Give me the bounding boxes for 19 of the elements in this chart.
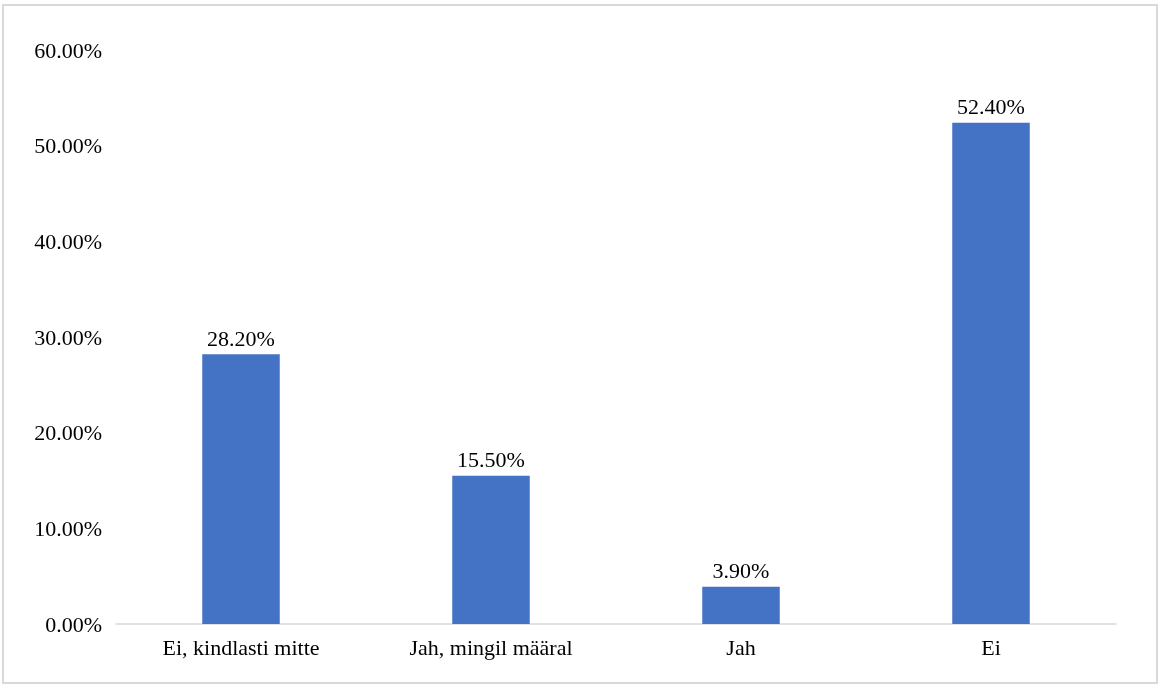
y-tick-label: 30.00% (34, 324, 102, 350)
data-label: 15.50% (457, 447, 525, 473)
bar (952, 122, 1030, 624)
data-label: 3.90% (712, 558, 770, 584)
x-tick-label: Ei, kindlasti mitte (162, 634, 320, 660)
y-tick-label: 10.00% (34, 515, 102, 541)
y-tick-label: 0.00% (45, 611, 102, 637)
x-tick-label: Jah (726, 634, 756, 660)
y-tick-label: 40.00% (34, 228, 102, 254)
y-tick-label: 60.00% (34, 37, 102, 63)
data-label: 28.20% (207, 325, 275, 351)
y-tick-label: 20.00% (34, 420, 102, 446)
y-tick-label: 50.00% (34, 133, 102, 159)
bar (452, 475, 530, 624)
data-label: 52.40% (957, 94, 1025, 120)
x-tick-label: Jah, mingil määral (409, 634, 573, 660)
x-tick-label: Ei (981, 634, 1001, 660)
bar (202, 354, 280, 624)
bar (702, 586, 780, 624)
